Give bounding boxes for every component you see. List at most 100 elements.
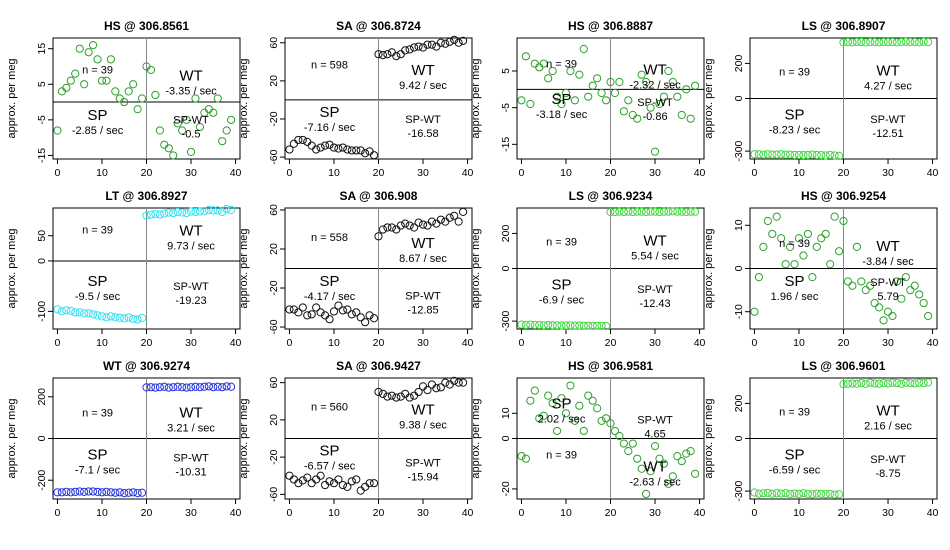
x-tick-label: 10	[560, 167, 572, 179]
data-point	[754, 150, 764, 159]
data-point	[526, 320, 535, 329]
data-point	[57, 307, 67, 316]
data-point	[418, 43, 428, 52]
data-point	[677, 457, 686, 466]
data-point	[378, 389, 388, 398]
wt-rate: -2.32 / sec	[629, 80, 681, 92]
data-point	[539, 59, 548, 68]
data-point	[777, 234, 786, 243]
data-point	[93, 311, 102, 320]
data-point	[615, 431, 624, 441]
x-tick-label: 30	[882, 337, 894, 349]
data-point	[84, 309, 93, 318]
data-point	[628, 110, 637, 120]
data-point	[436, 383, 445, 392]
x-tick-label: 0	[55, 507, 61, 519]
data-point	[62, 306, 71, 315]
data-point	[566, 66, 575, 76]
data-point	[897, 294, 906, 303]
data-point	[561, 409, 571, 418]
data-point	[919, 37, 928, 46]
data-point	[861, 379, 870, 388]
data-point	[374, 50, 383, 59]
y-axis-label: approx. per meg	[6, 58, 18, 138]
data-point	[593, 74, 602, 83]
data-point	[195, 207, 205, 216]
sp-label: SP	[320, 104, 340, 121]
data-point	[111, 87, 120, 96]
wt-label: WT	[643, 233, 666, 250]
data-point	[848, 38, 857, 47]
spwt-value: -10.31	[175, 466, 206, 478]
data-point	[374, 232, 383, 241]
data-point	[848, 281, 857, 290]
data-point	[182, 383, 191, 392]
data-point	[588, 321, 597, 330]
y-tick-label: 200	[500, 225, 512, 243]
data-point	[544, 391, 553, 400]
y-axis-label: approx. per meg	[703, 228, 715, 308]
data-point	[102, 76, 111, 85]
data-point	[160, 209, 169, 218]
data-point	[852, 242, 861, 251]
data-point	[883, 37, 893, 47]
data-point	[365, 147, 374, 156]
data-point	[857, 277, 866, 286]
data-point	[566, 321, 575, 330]
data-point	[521, 454, 531, 463]
data-point	[204, 205, 213, 215]
data-point	[285, 471, 294, 480]
spwt-value: -19.23	[175, 295, 206, 307]
y-tick-label: -5	[36, 115, 48, 124]
data-point	[817, 151, 826, 160]
data-point	[120, 97, 129, 107]
data-point	[642, 207, 651, 217]
x-tick-label: 40	[230, 337, 242, 349]
y-tick-label: -15	[36, 148, 48, 163]
data-point	[164, 383, 173, 392]
data-point	[690, 469, 700, 478]
data-point	[673, 92, 682, 101]
n-count-label: n = 39	[82, 408, 113, 420]
data-point	[808, 150, 817, 159]
x-tick-label: 20	[838, 167, 850, 179]
x-tick-label: 40	[927, 337, 939, 349]
data-point	[575, 401, 584, 410]
spwt-label: SP-WT	[405, 291, 441, 303]
data-point	[178, 383, 187, 392]
n-count-label: n = 39	[546, 450, 577, 462]
data-point	[133, 315, 142, 324]
data-point	[610, 88, 620, 98]
data-point	[584, 391, 593, 400]
spwt-value: 4.65	[644, 428, 665, 440]
data-point	[664, 479, 673, 488]
data-point	[57, 488, 67, 497]
data-point	[427, 217, 437, 226]
data-point	[584, 321, 593, 330]
data-point	[361, 482, 370, 491]
data-point	[803, 229, 812, 239]
data-point	[646, 467, 655, 476]
y-tick-label: 200	[733, 395, 745, 413]
data-point	[307, 310, 316, 319]
data-point	[218, 207, 227, 217]
data-point	[754, 489, 764, 498]
data-point	[619, 107, 628, 116]
y-axis-label: approx. per meg	[238, 398, 250, 478]
data-point	[777, 150, 786, 159]
data-point	[356, 313, 365, 322]
data-point	[316, 471, 325, 480]
data-point	[226, 205, 236, 215]
data-point	[383, 223, 392, 232]
wt-rate: -3.84 / sec	[862, 256, 914, 268]
data-point	[209, 383, 218, 392]
x-tick-label: 40	[462, 507, 474, 519]
data-point	[552, 426, 562, 436]
data-point	[785, 150, 795, 159]
y-tick-label: 20	[268, 243, 280, 255]
data-point	[289, 139, 299, 148]
data-point	[848, 379, 857, 388]
data-point	[338, 306, 347, 315]
data-point	[821, 229, 830, 239]
x-tick-label: 30	[882, 507, 894, 519]
